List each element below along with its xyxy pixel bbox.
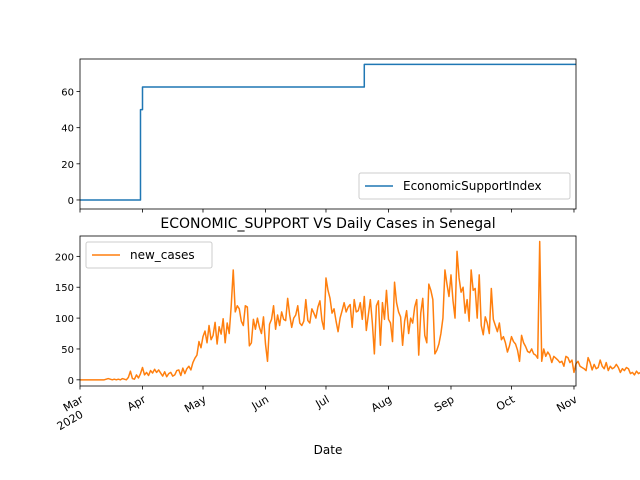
new-cases-subplot: ECONOMIC_SUPPORT VS Daily Cases in Seneg… — [55, 216, 640, 457]
series-line-new-cases — [80, 240, 640, 381]
new-cases-lines — [80, 240, 640, 381]
chart-title: ECONOMIC_SUPPORT VS Daily Cases in Seneg… — [160, 216, 495, 232]
y-tick-label: 200 — [55, 252, 74, 263]
bottom-plot-frame — [79, 235, 577, 387]
top-plot-frame — [79, 58, 577, 210]
top-legend-box — [358, 172, 571, 200]
bottom-legend-label: new_cases — [130, 248, 195, 262]
y-tick-label: 20 — [61, 160, 74, 171]
y-tick-label: 60 — [61, 88, 74, 99]
top-x-axis-ticks — [79, 209, 575, 213]
bottom-y-axis-ticks: 0 50 100 150 200 — [55, 252, 80, 387]
y-tick-label: 100 — [55, 314, 74, 325]
x-axis-label: Date — [314, 443, 343, 457]
bottom-legend: new_cases — [85, 241, 213, 269]
series-line-economic-support-index — [80, 63, 576, 201]
y-tick-label: 50 — [61, 345, 74, 356]
y-tick-label: 0 — [68, 376, 74, 387]
x-tick-label: Jul — [313, 393, 332, 411]
y-tick-label: 40 — [61, 124, 74, 135]
top-y-axis-ticks: 0 20 40 60 — [61, 88, 80, 207]
bottom-legend-box — [85, 241, 213, 269]
y-tick-label: 0 — [68, 196, 74, 207]
economic-support-subplot: 0 20 40 60 EconomicSupportIndex — [61, 58, 577, 213]
y-tick-label: 150 — [55, 283, 74, 294]
top-legend: EconomicSupportIndex — [358, 172, 571, 200]
economic-support-lines — [80, 63, 576, 201]
top-legend-label: EconomicSupportIndex — [403, 179, 542, 193]
